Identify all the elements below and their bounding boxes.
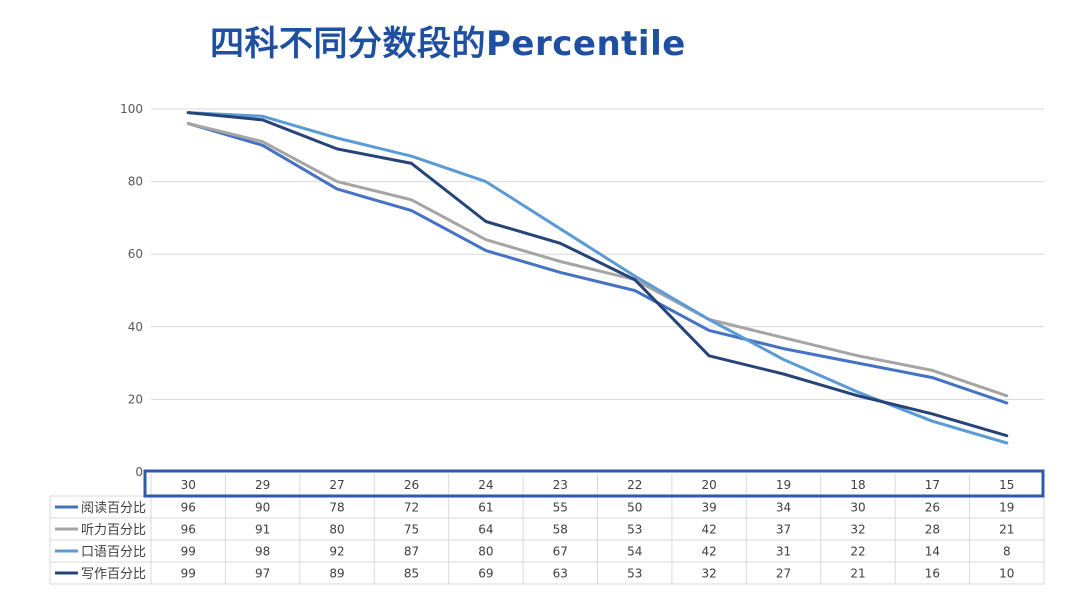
table-value: 42 (701, 523, 716, 537)
table-value: 53 (627, 567, 642, 581)
series-line (186, 122, 1009, 405)
x-tick-label: 29 (255, 478, 270, 492)
table-value: 22 (850, 545, 865, 559)
table-value: 92 (329, 545, 344, 559)
table-value: 27 (776, 567, 791, 581)
table-value: 89 (329, 567, 344, 581)
table-value: 87 (404, 545, 419, 559)
table-value: 39 (701, 501, 716, 515)
x-tick-label: 20 (701, 478, 716, 492)
x-tick-label: 26 (404, 478, 419, 492)
table-value: 8 (1003, 545, 1011, 559)
table-value: 91 (255, 523, 270, 537)
series-line (186, 111, 1009, 438)
table-value: 37 (776, 523, 791, 537)
table-value: 21 (999, 523, 1014, 537)
y-tick-label: 20 (128, 392, 143, 406)
table-value: 21 (850, 567, 865, 581)
table-value: 58 (553, 523, 568, 537)
table-value: 99 (181, 545, 196, 559)
series-line (186, 122, 1009, 398)
x-tick-label: 24 (478, 478, 493, 492)
table-value: 32 (850, 523, 865, 537)
table-value: 97 (255, 567, 270, 581)
table-value: 42 (701, 545, 716, 559)
table-value: 67 (553, 545, 568, 559)
table-value: 50 (627, 501, 642, 515)
table-value: 98 (255, 545, 270, 559)
table-value: 96 (181, 501, 196, 515)
x-tick-label: 27 (329, 478, 344, 492)
legend-label: 口语百分比 (81, 545, 146, 560)
x-tick-label: 30 (181, 478, 196, 492)
table-value: 55 (553, 501, 568, 515)
table-value: 75 (404, 523, 419, 537)
y-tick-label: 60 (128, 247, 143, 261)
x-tick-label: 18 (850, 478, 865, 492)
table-value: 10 (999, 567, 1014, 581)
table-value: 69 (478, 567, 493, 581)
table-value: 19 (999, 501, 1014, 515)
table-value: 28 (925, 523, 940, 537)
legend-label: 写作百分比 (81, 567, 146, 582)
table-value: 34 (776, 501, 791, 515)
x-tick-label: 17 (925, 478, 940, 492)
table-value: 64 (478, 523, 493, 537)
x-tick-label: 19 (776, 478, 791, 492)
series-line (186, 111, 1009, 445)
table-value: 54 (627, 545, 642, 559)
table-value: 99 (181, 567, 196, 581)
table-value: 14 (925, 545, 940, 559)
category-highlight-box (143, 469, 1045, 498)
table-value: 90 (255, 501, 270, 515)
y-tick-label: 0 (135, 465, 143, 479)
table-value: 63 (553, 567, 568, 581)
legend-label: 阅读百分比 (81, 501, 146, 516)
table-value: 16 (925, 567, 940, 581)
x-tick-label: 23 (553, 478, 568, 492)
table-value: 72 (404, 501, 419, 515)
x-tick-label: 15 (999, 478, 1014, 492)
table-value: 80 (329, 523, 344, 537)
x-tick-label: 22 (627, 478, 642, 492)
table-value: 32 (701, 567, 716, 581)
y-tick-label: 100 (120, 102, 143, 116)
table-value: 80 (478, 545, 493, 559)
table-value: 30 (850, 501, 865, 515)
y-tick-label: 40 (128, 320, 143, 334)
table-value: 53 (627, 523, 642, 537)
legend-label: 听力百分比 (81, 523, 146, 538)
chart-title: 四科不同分数段的Percentile (210, 24, 686, 64)
y-tick-label: 80 (128, 175, 143, 189)
table-value: 78 (329, 501, 344, 515)
table-value: 96 (181, 523, 196, 537)
table-value: 61 (478, 501, 493, 515)
table-value: 31 (776, 545, 791, 559)
table-value: 26 (925, 501, 940, 515)
table-value: 85 (404, 567, 419, 581)
